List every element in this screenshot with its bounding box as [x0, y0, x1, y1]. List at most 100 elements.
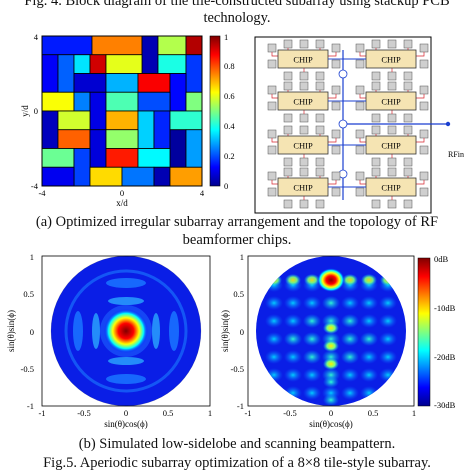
left-x-tick-0: 0 [124, 408, 128, 418]
subarray-block-20 [137, 91, 171, 112]
y-tick-bottom: -4 [31, 181, 39, 191]
left-x-tick--1: -1 [38, 408, 45, 418]
colorbar-tick-0.8: 0.8 [224, 61, 235, 71]
chip-label-7: CHIP [381, 183, 401, 193]
left-x-tick-1: 1 [208, 408, 212, 418]
subarray-block-38 [89, 166, 123, 187]
left-x-tick-0.5: 0.5 [163, 408, 174, 418]
subarray-block-33 [41, 148, 75, 168]
right-plot-frame [247, 255, 415, 407]
chip-label-5: CHIP [381, 141, 401, 151]
subarray-block-29 [89, 129, 107, 168]
left-x-axis-label: sin(θ)cos(ϕ) [104, 419, 148, 429]
fig4-caption-line1: Fig. 4. Block diagram of the tile-constr… [24, 0, 450, 9]
db-tick-30: -30dB [434, 400, 456, 410]
subarray-block-18 [89, 91, 107, 131]
beampattern-figure: 1 0.5 0 -0.5 -1 -1 -0.5 0 0.5 1 sin(θ)co… [6, 252, 456, 429]
right-y-tick--1: -1 [237, 401, 244, 411]
subarray-block-27 [169, 110, 203, 131]
subarray-block-4 [185, 35, 203, 56]
x-tick-mid: 0 [120, 188, 124, 198]
right-x-tick-0: 0 [329, 408, 333, 418]
subarray-block-6 [57, 54, 75, 93]
right-x-tick--0.5: -0.5 [283, 408, 296, 418]
subarray-block-30 [105, 129, 139, 149]
left-y-tick-0.5: 0.5 [23, 289, 34, 299]
beamformer-topology-diagram: CHIP CHIP CHIP CHIP CHIP CHIP CHIP CHIP RFin [254, 36, 464, 214]
subarray-block-31 [169, 129, 187, 168]
subarray-block-40 [153, 166, 171, 187]
chip-label-4: CHIP [293, 141, 313, 151]
subarray-block-35 [105, 148, 139, 168]
left-y-tick-0: 0 [30, 327, 34, 337]
main-beam [104, 309, 148, 353]
subarray-block-17 [73, 91, 91, 112]
subarray-block-28 [57, 129, 91, 149]
subarray-block-19 [105, 91, 139, 112]
right-x-tick-0.5: 0.5 [368, 408, 379, 418]
subarray-colorbar [209, 35, 221, 187]
x-axis-label: x/d [116, 198, 128, 208]
chip-label-3: CHIP [381, 97, 401, 107]
chip-label-2: CHIP [293, 97, 313, 107]
subarray-block-41 [169, 166, 203, 187]
right-x-axis-label: sin(θ)cos(ϕ) [309, 419, 353, 429]
subarray-block-10 [157, 54, 187, 74]
colorbar-tick-0.6: 0.6 [224, 91, 235, 101]
colorbar-tick-1: 1 [224, 32, 228, 42]
fig5-caption: Fig.5. Aperiodic subarray optimization o… [43, 455, 431, 471]
colorbar-tick-0.4: 0.4 [224, 121, 235, 131]
subarray-block-5 [41, 54, 59, 93]
subarray-block-39 [121, 166, 155, 187]
low-sidelobe-pattern [64, 269, 188, 393]
subarray-block-11 [185, 54, 203, 93]
fig4-caption-line2: technology. [203, 10, 271, 26]
subarray-block-2 [141, 35, 159, 74]
db-tick-10: -10dB [434, 303, 456, 313]
panel-b-caption: (b) Simulated low-sidelobe and scanning … [78, 436, 396, 452]
subarray-block-32 [185, 129, 203, 168]
subarray-blocks [41, 35, 203, 187]
subarray-block-8 [89, 54, 107, 74]
left-y-tick--1: -1 [27, 401, 34, 411]
right-y-tick-1: 1 [240, 252, 244, 262]
x-tick-left: -4 [38, 188, 46, 198]
colorbar-tick-0: 0 [224, 181, 228, 191]
db-tick-0: 0dB [434, 254, 449, 264]
panel-a-caption-line1: (a) Optimized irregular subarray arrange… [35, 214, 439, 230]
subarray-block-21 [185, 91, 203, 112]
topology-network: CHIP CHIP CHIP CHIP CHIP CHIP CHIP CHIP [267, 39, 451, 209]
right-x-tick--1: -1 [244, 408, 251, 418]
scanned-main-beam [317, 268, 345, 292]
subarray-block-12 [73, 73, 107, 93]
subarray-map-figure: 4 0 -4 y/d -4 0 4 x/d 1 0.8 0.6 0.4 0.2 … [20, 32, 235, 208]
subarray-block-37 [41, 166, 75, 187]
subarray-block-7 [73, 54, 91, 74]
subarray-block-15 [169, 73, 187, 112]
subarray-block-26 [153, 110, 171, 149]
right-y-axis-label: sin(θ)sin(ϕ) [220, 310, 230, 352]
db-tick-20: -20dB [434, 352, 456, 362]
subarray-block-0 [41, 35, 93, 56]
right-y-tick-0.5: 0.5 [233, 289, 244, 299]
y-tick-mid: 0 [34, 106, 38, 116]
y-tick-top: 4 [34, 32, 39, 42]
right-y-tick-0: 0 [240, 327, 244, 337]
left-y-axis-label: sin(θ)sin(ϕ) [6, 310, 16, 352]
x-tick-right: 4 [200, 188, 205, 198]
subarray-block-36 [137, 148, 171, 168]
db-colorbar [417, 257, 431, 407]
subarray-block-9 [105, 54, 143, 74]
colorbar-tick-0.2: 0.2 [224, 151, 235, 161]
chip-label-1: CHIP [381, 55, 401, 65]
subarray-block-25 [137, 110, 155, 149]
subarray-block-22 [41, 110, 59, 149]
right-y-tick--0.5: -0.5 [231, 364, 244, 374]
y-axis-label: y/d [20, 105, 30, 117]
subarray-plot-frame [41, 35, 203, 187]
scanning-pattern [265, 268, 397, 406]
left-plot-frame [41, 255, 211, 407]
panel-a-caption-line2: beamformer chips. [182, 232, 292, 248]
chip-label-0: CHIP [293, 55, 313, 65]
